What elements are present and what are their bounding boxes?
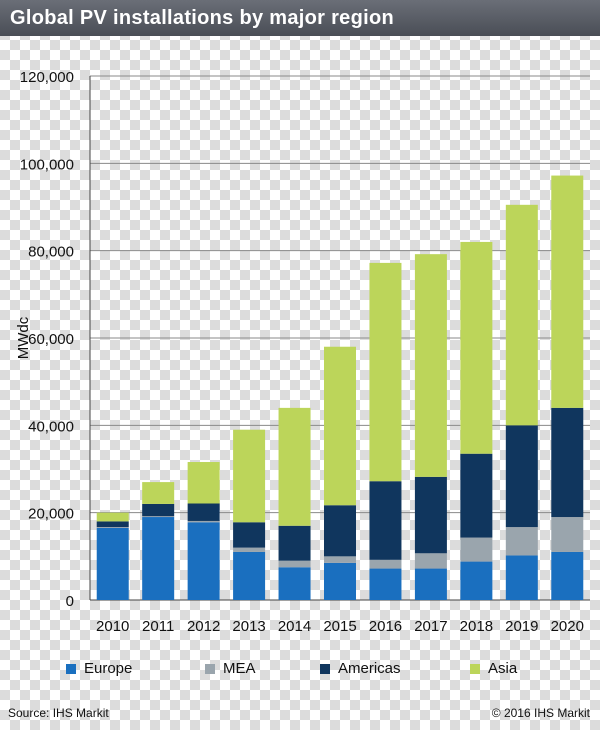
bar-segment-mea	[414, 553, 447, 569]
x-tick-label: 2010	[96, 618, 129, 635]
bar-segment-asia	[551, 175, 584, 408]
x-tick-label: 2016	[369, 618, 402, 635]
x-tick-label: 2018	[460, 618, 493, 635]
bar-segment-europe	[142, 517, 175, 600]
y-axis-label: MWdc	[15, 316, 32, 359]
bar-segment-europe	[233, 551, 266, 600]
legend-swatch-asia	[470, 663, 480, 674]
bar-segment-mea	[369, 559, 402, 569]
bar-segment-asia	[278, 407, 311, 526]
x-tick-label: 2012	[187, 618, 220, 635]
bar-segment-asia	[233, 429, 266, 523]
y-tick-label: 80,000	[28, 244, 74, 261]
bar-segment-mea	[278, 560, 311, 568]
bar-segment-europe	[369, 568, 402, 600]
legend-label-europe: Europe	[84, 660, 133, 677]
bar-segment-mea	[460, 537, 493, 562]
legend-item-mea: MEA	[205, 660, 256, 677]
bar-segment-americas	[233, 522, 266, 548]
bar-segment-mea	[142, 516, 175, 518]
bar-segment-europe	[187, 522, 220, 600]
legend-swatch-americas	[320, 663, 330, 674]
legend-item-americas: Americas	[320, 660, 401, 677]
bar-segment-europe	[96, 527, 129, 600]
x-tick-label: 2011	[142, 618, 174, 635]
legend-label-asia: Asia	[488, 660, 518, 677]
y-tick-label: 20,000	[28, 506, 74, 523]
bar-segment-asia	[324, 346, 356, 506]
y-tick-label: 40,000	[28, 418, 74, 435]
y-tick-label: 100,000	[20, 156, 74, 173]
legend-label-americas: Americas	[338, 660, 401, 677]
bar-segment-asia	[460, 241, 493, 454]
bar-segment-mea	[505, 527, 538, 556]
chart-title: Global PV installations by major region	[0, 0, 600, 36]
x-tick-label: 2015	[323, 618, 356, 635]
bar-segment-americas	[505, 425, 538, 528]
legend-item-asia: Asia	[470, 660, 517, 677]
x-tick-label: 2019	[505, 618, 538, 635]
bar-segment-americas	[414, 476, 447, 554]
y-tick-label: 120,000	[20, 69, 74, 86]
bar-segment-europe	[324, 562, 356, 600]
legend-swatch-europe	[66, 663, 76, 674]
x-tick-label: 2020	[551, 618, 584, 635]
bar-segment-mea	[551, 517, 584, 552]
bar-segment-americas	[551, 407, 584, 518]
bar-segment-asia	[505, 204, 538, 426]
bar-segment-americas	[142, 503, 175, 517]
bar-segment-mea	[187, 520, 220, 523]
legend-swatch-mea	[205, 663, 215, 674]
bar-segment-asia	[142, 482, 175, 504]
bar-segment-americas	[460, 453, 493, 538]
bar-segment-europe	[505, 555, 538, 600]
bar-segment-mea	[233, 547, 266, 552]
bar-segment-asia	[96, 512, 129, 522]
bar-segment-americas	[324, 505, 356, 557]
x-tick-label: 2013	[232, 618, 265, 635]
bar-segment-americas	[369, 481, 402, 560]
y-tick-label: 60,000	[28, 331, 74, 348]
bar-segment-mea	[96, 527, 129, 528]
bar-segment-europe	[278, 567, 311, 600]
x-tick-label: 2017	[414, 618, 447, 635]
bar-segment-asia	[369, 262, 402, 482]
legend-label-mea: MEA	[223, 660, 256, 677]
bar-segment-americas	[96, 521, 129, 528]
stacked-bar-chart: 0 20,000 40,000 60,000 80,000 100,000 120,000 M…	[15, 69, 590, 635]
legend-item-europe: Europe	[66, 660, 132, 677]
bar-segment-europe	[551, 551, 584, 600]
bar-segment-americas	[187, 503, 220, 521]
chart-legend: Europe MEA Americas Asia	[0, 660, 600, 684]
bar-segment-europe	[460, 561, 493, 600]
x-tick-label: 2014	[278, 618, 311, 635]
bar-segment-mea	[324, 556, 356, 563]
y-tick-label: 0	[66, 593, 74, 610]
bar-segment-asia	[414, 254, 447, 477]
copyright-note: © 2016 IHS Markit	[491, 706, 590, 720]
source-note: Source: IHS Markit	[8, 706, 109, 720]
bar-segment-americas	[278, 525, 311, 561]
bar-segment-asia	[187, 462, 220, 504]
bar-segment-europe	[414, 568, 447, 600]
